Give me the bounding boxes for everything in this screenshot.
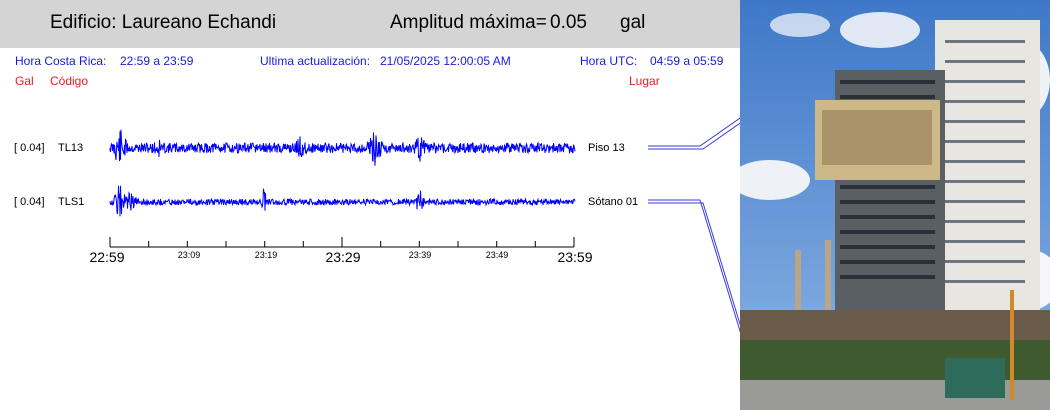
time-label-2259: 22:59 bbox=[89, 249, 124, 265]
trace-tls1 bbox=[109, 185, 576, 217]
amplitude-unit: gal bbox=[620, 12, 646, 33]
column-code: Código bbox=[50, 74, 89, 88]
amplitude-label: Amplitud máxima= bbox=[390, 12, 547, 33]
column-place: Lugar bbox=[629, 74, 660, 88]
time-label-2319: 23:19 bbox=[255, 250, 278, 260]
local-time-label: Hora Costa Rica: bbox=[15, 54, 107, 68]
channel-2-scale: [ 0.04] bbox=[14, 196, 45, 208]
channel-1-scale: [ 0.04] bbox=[14, 142, 45, 154]
channel-2-code: TLS1 bbox=[58, 196, 85, 208]
time-label-2359: 23:59 bbox=[557, 249, 592, 265]
channel-1-place: Piso 13 bbox=[588, 142, 625, 154]
local-time-range: 22:59 a 23:59 bbox=[120, 54, 194, 68]
building-photo bbox=[740, 0, 1050, 410]
utc-label: Hora UTC: bbox=[580, 54, 638, 68]
building-label: Edificio: Laureano Echandi bbox=[50, 12, 277, 33]
trace-tl13 bbox=[109, 129, 576, 166]
amplitude-value: 0.05 bbox=[550, 12, 587, 33]
leader-line-sotano01 bbox=[648, 199, 740, 333]
leader-line-piso13 bbox=[648, 117, 740, 147]
header-bar: Edificio: Laureano Echandi Amplitud máxi… bbox=[0, 0, 740, 48]
channel-1-code: TL13 bbox=[58, 142, 84, 154]
time-label-2339: 23:39 bbox=[409, 250, 432, 260]
channel-2-place: Sótano 01 bbox=[588, 196, 639, 208]
update-value: 21/05/2025 12:00:05 AM bbox=[380, 54, 511, 68]
column-gal: Gal bbox=[15, 74, 34, 88]
time-label-2329: 23:29 bbox=[325, 249, 360, 265]
update-label: Ultima actualización: bbox=[260, 54, 371, 68]
time-label-2309: 23:09 bbox=[178, 250, 201, 260]
time-label-2349: 23:49 bbox=[486, 250, 509, 260]
time-axis-ticks bbox=[109, 237, 575, 247]
seismogram-panel: 22:59 23:09 23:19 23:29 23:39 23:49 23:5… bbox=[89, 102, 740, 384]
utc-range: 04:59 a 05:59 bbox=[650, 54, 724, 68]
leader-line-piso13-shadow bbox=[648, 102, 740, 150]
leader-line-sotano01-shadow bbox=[648, 202, 740, 384]
